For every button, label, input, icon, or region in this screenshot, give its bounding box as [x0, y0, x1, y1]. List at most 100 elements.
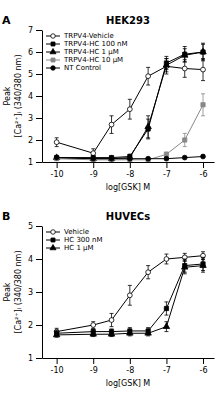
tick-mark — [93, 162, 94, 168]
point — [200, 262, 206, 268]
figure: -10-9-8-7-61234567HEK293log[GSK] MTRPV4-… — [0, 0, 222, 400]
error-bar — [164, 152, 168, 156]
tick-mark — [36, 162, 42, 163]
point — [109, 318, 114, 323]
tick: -6 — [200, 162, 208, 179]
point — [146, 74, 151, 79]
tick: -8 — [126, 162, 134, 179]
legend-item: HC 300 nM — [46, 236, 102, 244]
tick: 3 — [28, 114, 42, 123]
tick-label: -8 — [126, 170, 134, 179]
tick: -10 — [51, 162, 64, 179]
tick-label: -7 — [163, 170, 171, 179]
point — [164, 156, 169, 161]
x-axis-title: log[GSK] M — [106, 379, 151, 388]
line — [57, 105, 203, 160]
tick: -6 — [200, 358, 208, 375]
tick-label: 1 — [28, 158, 33, 167]
tick-mark — [36, 96, 42, 97]
line — [57, 52, 203, 158]
panel: -10-9-8-7-612345HUVECslog[GSK] MVehicleH… — [28, 211, 215, 388]
tick-mark — [36, 140, 42, 141]
tick: -9 — [90, 358, 98, 375]
panel: -10-9-8-7-61234567HEK293log[GSK] MTRPV4-… — [28, 15, 215, 192]
y-axis: 1234567 — [28, 26, 43, 167]
plot-area — [53, 252, 206, 337]
tick: 1 — [28, 354, 42, 363]
tick: -7 — [163, 162, 171, 179]
legend-marker — [50, 244, 56, 249]
tick-label: -9 — [90, 170, 98, 179]
error-bar — [91, 322, 95, 329]
tick: 5 — [28, 70, 42, 79]
series — [54, 154, 205, 161]
legend-marker — [51, 34, 56, 39]
tick: 1 — [28, 158, 42, 167]
axis-line — [42, 227, 43, 359]
tick: 2 — [28, 321, 42, 330]
tick: -9 — [90, 162, 98, 179]
tick-mark — [166, 358, 167, 364]
tick-label: -6 — [200, 366, 208, 375]
legend-marker — [51, 230, 56, 235]
legend-label: TRPV4-Vehicle — [63, 32, 114, 40]
tick-label: -10 — [51, 170, 64, 179]
axis-line — [42, 31, 43, 163]
tick-label: 4 — [28, 92, 33, 101]
legend: TRPV4-VehicleTRPV4-HC 100 nMTRPV4-HC 1 μ… — [46, 32, 128, 72]
tick-mark — [130, 162, 131, 168]
tick: 6 — [28, 48, 42, 57]
legend-label: TRPV4-HC 1 μM — [63, 48, 119, 56]
point — [181, 52, 187, 58]
legend-marker — [51, 58, 55, 62]
error-bar — [128, 99, 132, 119]
point — [145, 330, 151, 336]
point — [164, 152, 168, 156]
tick: 3 — [28, 288, 42, 297]
legend-label: HC 1 μM — [64, 244, 94, 252]
tick-mark — [36, 74, 42, 75]
title: HEK293 — [106, 15, 150, 26]
tick-label: 1 — [28, 354, 33, 363]
panel-label: B — [2, 210, 10, 223]
tick-mark — [36, 292, 42, 293]
error-bar — [55, 138, 59, 147]
series — [55, 43, 206, 160]
tick-label: 6 — [28, 48, 33, 57]
plot-area — [53, 43, 206, 162]
tick-mark — [36, 325, 42, 326]
point — [146, 156, 151, 161]
legend-item: TRPV4-HC 10 μM — [46, 56, 123, 64]
tick: -7 — [163, 358, 171, 375]
legend-marker — [51, 238, 55, 242]
y-axis-title: Peak[Ca²⁺]ᵢ (340/380 nm) — [3, 54, 23, 137]
series — [53, 44, 206, 160]
tick: 5 — [28, 222, 42, 231]
point — [182, 66, 187, 71]
point — [54, 155, 59, 160]
point — [91, 156, 96, 161]
y-axis-title: Peak[Ca²⁺]ᵢ (340/380 nm) — [3, 250, 23, 333]
title: HUVECs — [106, 211, 150, 222]
point — [108, 155, 114, 161]
tick-label: 2 — [28, 136, 33, 145]
error-bar — [146, 266, 150, 279]
legend-item: TRPV4-Vehicle — [46, 32, 114, 40]
point — [201, 154, 206, 159]
point — [53, 154, 59, 160]
point — [90, 331, 96, 337]
line — [57, 266, 203, 335]
tick-label: 5 — [28, 70, 33, 79]
axis-line — [43, 162, 215, 163]
tick-label: 3 — [28, 288, 33, 297]
line — [57, 256, 203, 332]
point — [146, 270, 151, 275]
error-bar — [183, 133, 187, 146]
error-bar — [110, 116, 114, 134]
error-bar — [110, 313, 114, 326]
point — [163, 323, 169, 329]
legend-item: TRPV4-HC 100 nM — [46, 40, 128, 48]
point — [181, 264, 187, 270]
legend-marker — [51, 66, 56, 71]
point — [145, 123, 151, 129]
